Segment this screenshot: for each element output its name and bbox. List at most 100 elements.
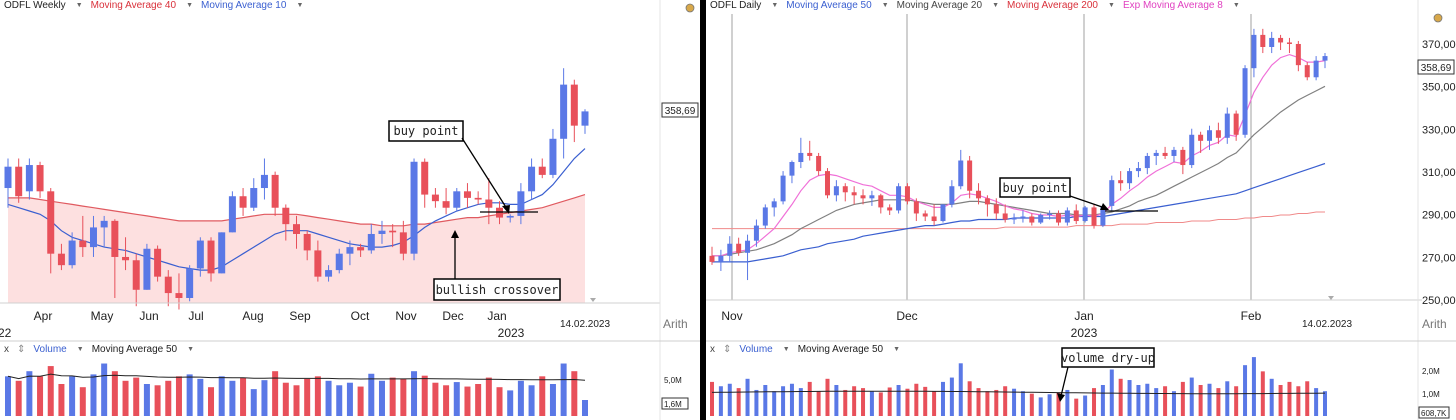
weekly-volume-bar: [496, 387, 503, 416]
daily-ema8-caret[interactable]: ▼: [1232, 2, 1240, 9]
daily-volume-bar: [1243, 365, 1248, 416]
daily-volume-tick: 2,0M: [1422, 367, 1440, 376]
daily-ma20-label[interactable]: Moving Average 20: [896, 0, 983, 11]
weekly-volume-bar: [368, 373, 375, 416]
weekly-candle: [57, 253, 65, 266]
weekly-volume-bar: [507, 390, 514, 416]
daily-candle: [851, 192, 857, 196]
weekly-chart-canvas[interactable]: 358,69 Apr May Jun Jul Aug Sep Oct Nov Dec Jan 2023…: [0, 0, 700, 420]
weekly-symbol-label[interactable]: ODFL Weekly: [4, 0, 66, 11]
daily-ma200-caret[interactable]: ▼: [1108, 2, 1115, 9]
daily-volume-bar: [1296, 386, 1301, 416]
weekly-candle: [79, 240, 87, 248]
weekly-volume-bar: [485, 377, 492, 416]
weekly-symbol-caret[interactable]: ▼: [75, 2, 83, 9]
weekly-date-stamp: 14.02.2023: [560, 319, 610, 330]
daily-candle: [1127, 171, 1133, 184]
daily-candle: [922, 213, 928, 217]
daily-price-label: 358,69: [1421, 63, 1452, 74]
weekly-ma40-label[interactable]: Moving Average 40: [90, 0, 177, 11]
daily-ma20-caret[interactable]: ▼: [992, 2, 999, 9]
weekly-candle: [517, 191, 525, 216]
daily-symbol-caret[interactable]: ▼: [771, 2, 779, 9]
weekly-ma10-label[interactable]: Moving Average 10: [201, 0, 287, 11]
weekly-volume-bar: [293, 385, 300, 416]
daily-volume-caret[interactable]: ▼: [782, 346, 790, 353]
weekly-candle: [175, 293, 183, 298]
weekly-volume-caret[interactable]: ▼: [76, 346, 84, 353]
daily-right-axis-tick: 330,00: [1422, 124, 1456, 136]
ma20-line: [712, 85, 1326, 257]
daily-volume-bar: [1083, 395, 1088, 416]
daily-volume-ma-label[interactable]: Moving Average 50: [797, 344, 884, 355]
daily-volume-sort-icon[interactable]: ⇕: [723, 344, 732, 355]
daily-volume-bar: [1171, 391, 1176, 416]
daily-volume-bar: [789, 383, 794, 416]
weekly-volume-sort-icon[interactable]: ⇕: [17, 344, 26, 355]
weekly-candle: [207, 240, 215, 274]
weekly-volume-bar: [582, 400, 588, 416]
weekly-volume-bar: [443, 385, 450, 416]
weekly-scroll-marker: [590, 298, 596, 302]
weekly-ma10-caret[interactable]: ▼: [296, 2, 304, 9]
weekly-ma40-caret[interactable]: ▼: [186, 2, 193, 9]
weekly-axis-mode[interactable]: Arith: [663, 317, 688, 331]
daily-axis-mode[interactable]: Arith: [1422, 317, 1447, 331]
weekly-candle: [335, 253, 343, 271]
daily-volume-close[interactable]: x: [710, 344, 715, 355]
weekly-volume-close[interactable]: x: [4, 344, 9, 355]
weekly-candle: [282, 207, 290, 225]
daily-volume-ma-caret[interactable]: ▼: [893, 346, 901, 353]
weekly-candle: [357, 247, 365, 251]
daily-right-axis-tick: 310,00: [1422, 167, 1456, 179]
weekly-volume-ma-label[interactable]: Moving Average 50: [91, 344, 178, 355]
daily-candle: [1322, 56, 1328, 61]
weekly-candle: [538, 166, 546, 175]
daily-ema8-label[interactable]: Exp Moving Average 8: [1122, 0, 1223, 11]
daily-volume-bar: [1323, 391, 1327, 416]
daily-candle: [1180, 149, 1186, 166]
daily-candle: [745, 240, 751, 253]
daily-candle: [1171, 149, 1177, 156]
weekly-volume-bar: [250, 389, 257, 416]
daily-volume-bar: [914, 383, 919, 416]
daily-candle: [816, 155, 822, 172]
daily-volume-label[interactable]: Volume: [739, 344, 773, 355]
weekly-volume-ma-caret[interactable]: ▼: [187, 346, 195, 353]
weekly-candle: [122, 256, 130, 261]
daily-candle: [1153, 152, 1159, 156]
daily-month-label: Nov: [721, 309, 742, 323]
weekly-buy-point-arrow: [461, 137, 510, 213]
weekly-volume-label[interactable]: Volume: [33, 344, 67, 355]
daily-candle: [940, 204, 946, 222]
daily-candle: [709, 255, 715, 262]
weekly-candle: [581, 111, 589, 126]
daily-candle: [1047, 213, 1053, 215]
daily-ma50-label[interactable]: Moving Average 50: [786, 0, 872, 11]
daily-candle: [1064, 210, 1070, 223]
daily-candle: [1242, 68, 1248, 135]
weekly-volume-bar: [378, 380, 385, 416]
weekly-volume-bar: [47, 366, 54, 416]
weekly-candle: [303, 233, 311, 251]
weekly-volume-bar: [175, 376, 182, 416]
daily-candle: [762, 207, 768, 226]
weekly-candle: [453, 191, 461, 208]
daily-ma200-label[interactable]: Moving Average 200: [1007, 0, 1098, 11]
daily-candle: [780, 175, 786, 202]
daily-volume-tick-box: [1418, 406, 1450, 419]
daily-candle: [1073, 210, 1079, 222]
daily-volume-bar: [1163, 386, 1168, 416]
weekly-settings-icon[interactable]: [685, 3, 695, 13]
daily-candle: [860, 195, 866, 199]
daily-volume-bar: [1207, 383, 1212, 416]
weekly-candle: [570, 84, 578, 126]
daily-ma50-caret[interactable]: ▼: [881, 2, 889, 9]
daily-candle: [1278, 37, 1284, 43]
daily-volume-bar: [1154, 388, 1159, 416]
daily-symbol-label[interactable]: ODFL Daily: [710, 0, 762, 11]
weekly-volume-bar: [101, 363, 108, 416]
daily-scroll-marker: [1328, 296, 1334, 300]
daily-chart-canvas[interactable]: 400,00350,00300,00250,00370,00350,00330,…: [706, 0, 1456, 420]
daily-right-settings-icon[interactable]: [1433, 13, 1443, 23]
